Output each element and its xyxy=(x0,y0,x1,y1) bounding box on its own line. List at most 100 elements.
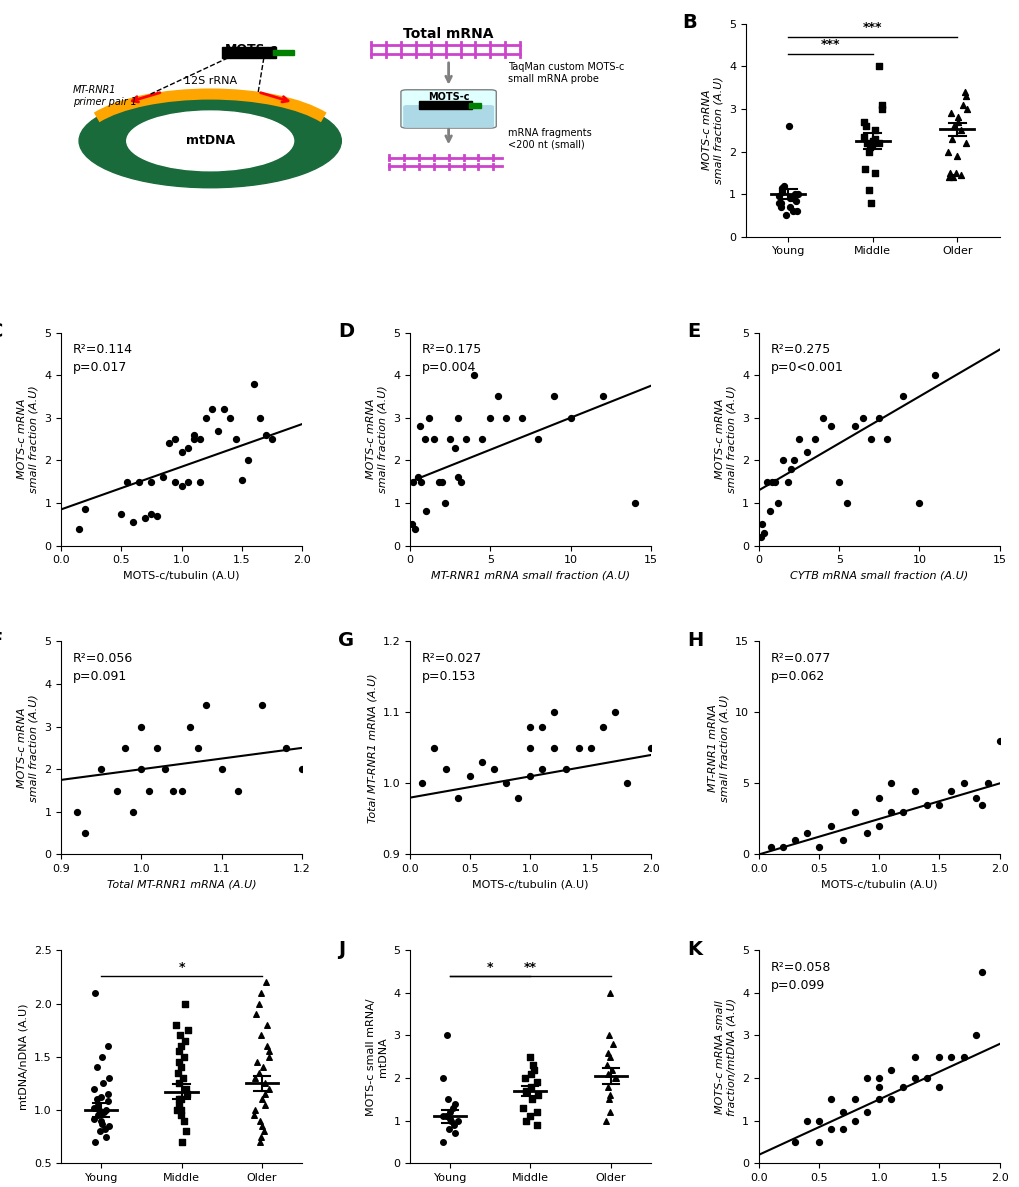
Point xyxy=(948,146,964,165)
Point xyxy=(497,774,514,793)
Point xyxy=(256,1074,272,1093)
Point xyxy=(943,781,959,800)
Point xyxy=(858,1103,874,1122)
Point xyxy=(209,421,225,440)
Point xyxy=(185,430,202,449)
Point xyxy=(858,1068,874,1087)
Point xyxy=(91,1100,107,1119)
Point xyxy=(257,972,273,991)
Point xyxy=(518,1081,534,1100)
Point xyxy=(864,132,880,151)
Point xyxy=(100,1085,116,1104)
Point xyxy=(458,430,474,449)
Point xyxy=(786,185,802,204)
Point xyxy=(96,1103,112,1122)
Point xyxy=(172,1026,189,1045)
Point xyxy=(524,1090,540,1109)
Point xyxy=(599,1065,615,1084)
Point xyxy=(138,508,154,527)
FancyBboxPatch shape xyxy=(272,50,293,55)
Point xyxy=(516,1068,532,1087)
Point xyxy=(607,1068,624,1087)
Y-axis label: MOTS-c mRNA
small fraction (A.U): MOTS-c mRNA small fraction (A.U) xyxy=(17,694,39,801)
Point xyxy=(938,142,955,161)
Point xyxy=(434,472,450,491)
Point xyxy=(176,1111,193,1130)
Point xyxy=(93,760,109,779)
Point xyxy=(810,1132,826,1151)
Point xyxy=(599,1043,615,1062)
Text: R²=0.077
p=0.062: R²=0.077 p=0.062 xyxy=(770,652,830,683)
Point xyxy=(830,472,847,491)
Point xyxy=(445,1116,462,1135)
Point xyxy=(252,1111,268,1130)
Point xyxy=(873,95,890,114)
Point xyxy=(529,1103,545,1122)
Point xyxy=(972,963,988,982)
Point xyxy=(198,696,214,715)
Text: MOTS-c: MOTS-c xyxy=(225,43,278,56)
Point xyxy=(515,1098,531,1117)
Point xyxy=(521,1047,537,1066)
Point xyxy=(861,138,877,157)
Point xyxy=(256,1122,272,1141)
Point xyxy=(143,472,159,491)
Point xyxy=(98,1100,114,1119)
Point xyxy=(870,788,887,807)
Point xyxy=(546,703,562,722)
Circle shape xyxy=(79,94,341,188)
Point xyxy=(192,472,208,491)
Point xyxy=(239,451,256,470)
Point xyxy=(522,767,538,786)
Point xyxy=(949,113,965,132)
Point xyxy=(906,1047,922,1066)
Point xyxy=(814,408,830,427)
Point xyxy=(125,513,142,532)
Point xyxy=(557,760,574,779)
Point xyxy=(77,500,94,519)
Text: R²=0.275
p=0<0.001: R²=0.275 p=0<0.001 xyxy=(770,343,843,374)
Point xyxy=(863,135,879,154)
Point xyxy=(258,425,274,444)
Point xyxy=(100,1068,116,1087)
Point xyxy=(835,831,851,850)
Point xyxy=(601,1103,618,1122)
Text: MOTS-c: MOTS-c xyxy=(427,93,469,102)
Point xyxy=(854,408,870,427)
Point xyxy=(870,408,887,427)
Point xyxy=(846,802,862,821)
Point xyxy=(955,1047,971,1066)
Point xyxy=(870,1077,887,1096)
Point xyxy=(990,731,1007,750)
Y-axis label: MOTS-c mRNA
small fraction (A.U): MOTS-c mRNA small fraction (A.U) xyxy=(701,76,722,184)
Point xyxy=(446,1124,463,1143)
Y-axis label: MOTS-c mRNA
small fraction (A.U): MOTS-c mRNA small fraction (A.U) xyxy=(366,386,387,493)
Point xyxy=(167,472,183,491)
Point xyxy=(227,430,244,449)
Point xyxy=(769,494,786,513)
Point xyxy=(89,1090,105,1109)
Point xyxy=(261,1079,277,1098)
Point xyxy=(89,1058,105,1077)
Point xyxy=(173,443,190,462)
Point xyxy=(857,116,873,135)
Point xyxy=(523,1077,539,1096)
Point xyxy=(125,802,142,821)
X-axis label: MOTS-c/tubulin (A.U): MOTS-c/tubulin (A.U) xyxy=(123,571,239,580)
Point xyxy=(522,1065,538,1084)
Point xyxy=(570,738,586,757)
Point xyxy=(430,472,446,491)
Y-axis label: MOTS-c mRNA
small fraction (A.U): MOTS-c mRNA small fraction (A.U) xyxy=(17,386,39,493)
Point xyxy=(131,472,148,491)
Text: ***: *** xyxy=(820,38,840,51)
Point xyxy=(857,159,873,178)
Point xyxy=(173,781,190,800)
Point xyxy=(752,527,768,546)
Point xyxy=(798,1111,814,1130)
Text: J: J xyxy=(337,940,344,959)
Point xyxy=(770,193,787,212)
Point xyxy=(254,1117,270,1136)
Point xyxy=(598,1055,614,1074)
Point xyxy=(171,1096,187,1115)
Point xyxy=(798,443,814,462)
